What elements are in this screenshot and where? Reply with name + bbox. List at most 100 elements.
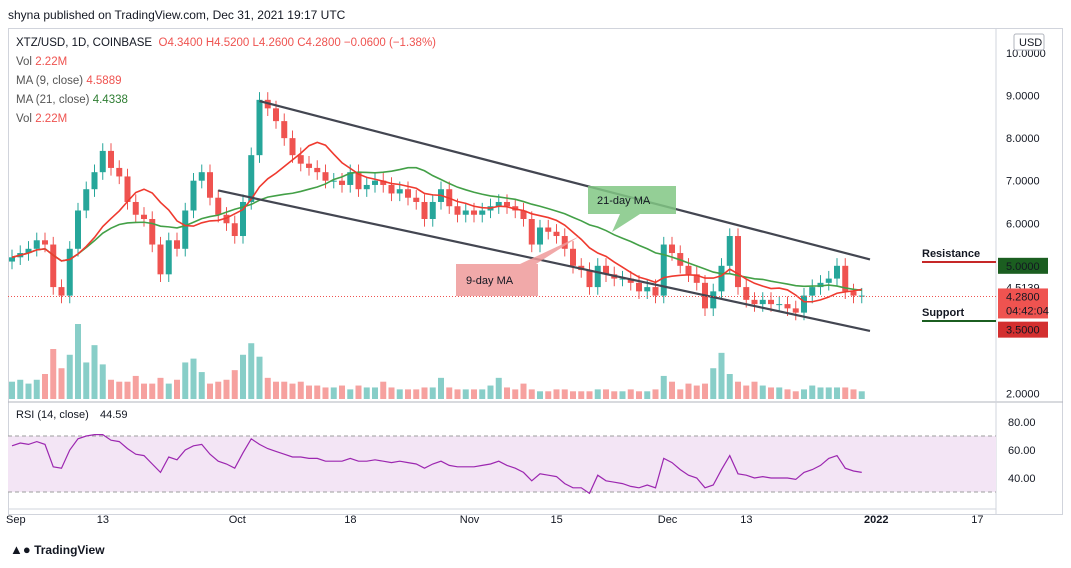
- volume-bar: [264, 377, 271, 399]
- support-price-tag-text: 3.5000: [1006, 325, 1040, 337]
- volume-bar: [306, 385, 312, 399]
- candle-body: [231, 223, 238, 237]
- candle-body: [355, 172, 362, 190]
- volume-bar: [190, 358, 197, 399]
- candle-body: [380, 180, 387, 185]
- volume-bar: [825, 387, 832, 399]
- candle-body: [363, 184, 370, 190]
- candle-body: [405, 189, 411, 198]
- time-tick-label: 15: [551, 514, 563, 526]
- ma9-value: 4.5889: [86, 75, 122, 87]
- volume-bar: [141, 383, 147, 399]
- volume-bar: [157, 377, 164, 399]
- volume-bar: [248, 343, 255, 399]
- chart-frame[interactable]: [8, 28, 1063, 515]
- candle-body: [537, 227, 543, 245]
- candle-body: [825, 278, 832, 283]
- rsi-tick-label: 80.00: [1008, 417, 1036, 429]
- ma9-callout-label: 9-day MA: [466, 275, 514, 287]
- candle-body: [586, 270, 593, 288]
- tradingview-logo[interactable]: ▲● TradingView: [10, 542, 105, 557]
- candle-body: [141, 214, 147, 219]
- candle-body: [124, 176, 131, 202]
- volume-bar: [256, 356, 263, 399]
- volume-bar: [116, 381, 123, 399]
- volume-bar: [231, 370, 238, 399]
- candle-body: [693, 274, 700, 283]
- currency-button: [1013, 33, 1045, 51]
- candle-body: [479, 210, 486, 215]
- candle-body: [792, 308, 799, 313]
- volume-bar: [726, 374, 733, 399]
- volume-bar: [578, 391, 585, 399]
- price-tick-label: 9.0000: [1006, 91, 1040, 103]
- candle-body: [99, 150, 106, 173]
- candle-body: [570, 248, 576, 266]
- volume-bar: [858, 391, 865, 399]
- volume-bar: [446, 387, 453, 399]
- candle-body: [116, 167, 123, 177]
- volume-bar: [297, 381, 304, 399]
- ma21-callout-label: 21-day MA: [597, 195, 651, 207]
- ma9-callout: [456, 236, 580, 296]
- candle-body: [421, 201, 428, 219]
- candle-body: [652, 287, 659, 296]
- volume-bar: [850, 389, 857, 399]
- rsi-label: RSI (14, close): [16, 409, 89, 421]
- volume-bar: [339, 385, 345, 399]
- volume-bar: [636, 391, 642, 399]
- volume-bar: [33, 379, 40, 399]
- volume-bar: [17, 379, 24, 399]
- volume-bar: [495, 377, 502, 399]
- currency-button-label: USD: [1019, 37, 1042, 49]
- candle-body: [372, 180, 378, 185]
- candle-body: [33, 240, 40, 249]
- candle-body: [603, 265, 609, 275]
- candle-body: [759, 299, 766, 305]
- volume-bar: [619, 391, 626, 399]
- price-tick-label: 10.0000: [1006, 48, 1046, 60]
- vol2-value: 2.22M: [35, 113, 68, 125]
- candle-body: [322, 172, 329, 181]
- volume-bar: [273, 381, 279, 399]
- volume-bar: [528, 389, 535, 399]
- volume-bar: [768, 387, 774, 399]
- volume-bar: [776, 387, 783, 399]
- candle-body: [132, 201, 139, 215]
- candle-body: [215, 197, 222, 215]
- candle-body: [462, 210, 469, 215]
- time-tick-label: Oct: [229, 514, 246, 526]
- volume-bar: [124, 381, 131, 399]
- volume-bar: [834, 387, 840, 399]
- volume-bar: [42, 374, 48, 399]
- tradingview-logo-text: TradingView: [34, 543, 105, 557]
- volume-bar: [66, 354, 73, 399]
- volume-bar: [396, 389, 403, 399]
- volume-bar: [50, 349, 57, 399]
- volume-bar: [693, 385, 700, 399]
- time-tick-label: 18: [344, 514, 356, 526]
- candle-body: [388, 184, 395, 194]
- volume-bar: [553, 389, 560, 399]
- rsi-line: [11, 434, 862, 495]
- volume-bar: [677, 389, 684, 399]
- price-tick-label: 6.0000: [1006, 218, 1040, 230]
- price-tick-label: 8.0000: [1006, 133, 1040, 145]
- volume-bar: [91, 345, 98, 399]
- channel-upper-line: [259, 100, 871, 261]
- volume-bar: [504, 387, 510, 399]
- ma21-line: [11, 166, 862, 292]
- rsi-value: 44.59: [100, 409, 128, 421]
- volume-bar: [198, 372, 205, 399]
- candle-body: [108, 150, 114, 168]
- candle-body: [718, 265, 725, 292]
- candle-body: [190, 180, 197, 211]
- volume-bar: [182, 362, 189, 399]
- candle-body: [594, 265, 601, 288]
- volume-bar: [570, 391, 576, 399]
- candle-body: [545, 227, 552, 232]
- channel-lower-line: [218, 189, 871, 333]
- candle-body: [454, 206, 461, 215]
- volume-bar: [751, 381, 758, 399]
